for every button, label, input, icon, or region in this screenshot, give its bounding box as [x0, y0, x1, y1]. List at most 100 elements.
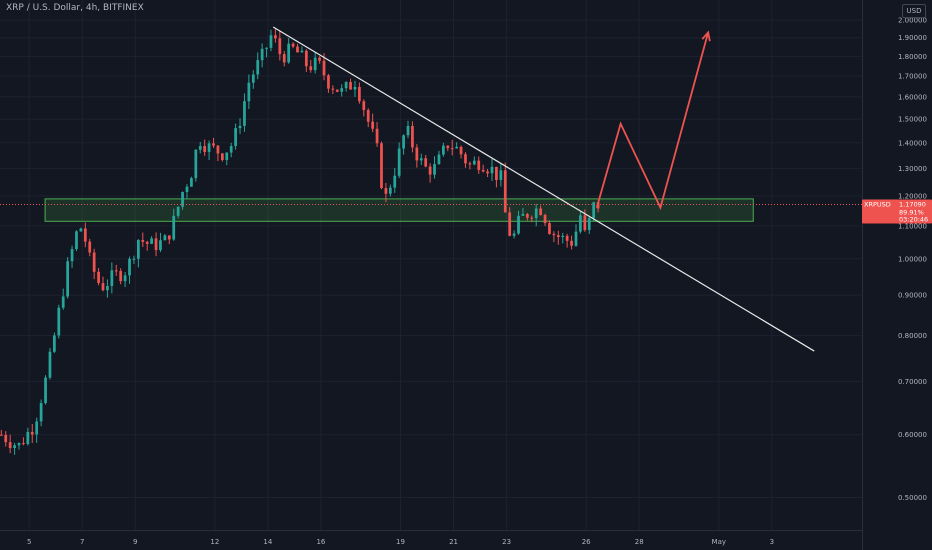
- candle-body: [79, 228, 83, 232]
- candle-body: [176, 206, 180, 216]
- candle-body: [464, 154, 467, 164]
- candle-body: [128, 258, 131, 276]
- trendline-segment: [272, 26, 815, 352]
- price-axis[interactable]: 0.50000 0.60000 0.70000 0.80000 0.90000 1.000…: [862, 0, 932, 550]
- candle-body: [375, 128, 379, 144]
- candle-body: [132, 258, 136, 260]
- candle-body: [30, 431, 34, 435]
- candle-body: [433, 164, 436, 175]
- currency-button[interactable]: USD: [902, 4, 926, 18]
- candle-body: [548, 223, 551, 234]
- candle-body: [243, 101, 246, 126]
- candle-body: [141, 239, 145, 242]
- candle-body: [278, 38, 282, 55]
- price-tag-countdown: 03:20:46: [899, 215, 928, 223]
- date-tick-label: 5: [27, 538, 31, 546]
- candle-body: [424, 158, 428, 167]
- candle-body: [123, 275, 127, 282]
- candle-body: [282, 54, 286, 63]
- candle-body: [490, 166, 494, 174]
- candle-body: [229, 146, 233, 153]
- candle-body: [565, 235, 569, 241]
- candle-body: [114, 270, 118, 272]
- candle-body: [322, 60, 326, 76]
- date-tick-label: 7: [80, 538, 84, 546]
- candle-body: [442, 145, 445, 155]
- candle-body: [508, 212, 512, 236]
- candle-body: [150, 238, 153, 244]
- date-tick-label: 16: [316, 538, 325, 546]
- candle-body: [525, 213, 529, 218]
- candle-body: [521, 213, 525, 216]
- candle-body: [61, 296, 65, 308]
- candle-body: [163, 235, 167, 241]
- date-tick-label: 14: [263, 538, 272, 546]
- candle-body: [539, 208, 542, 215]
- candle-body: [154, 238, 158, 251]
- trendline[interactable]: [272, 26, 815, 352]
- candle-body: [220, 153, 224, 160]
- candle-body: [269, 35, 273, 48]
- time-axis[interactable]: 5 7 9 12 14 16 19 21 23 26 28 May 3: [0, 530, 862, 547]
- date-tick-label: May: [712, 538, 726, 546]
- candle-body: [543, 214, 547, 224]
- candle-body: [349, 82, 352, 90]
- candle-body: [344, 82, 348, 89]
- candle-body: [561, 235, 565, 237]
- price-tick-label: 1.10000: [898, 222, 927, 230]
- candle-body: [225, 152, 229, 160]
- candle-body: [44, 377, 47, 404]
- candle-body: [380, 143, 383, 189]
- candle-body: [66, 261, 70, 297]
- candle-body: [552, 233, 556, 236]
- candle-body: [366, 110, 370, 122]
- grid-lines: [0, 0, 862, 530]
- price-tick-label: 1.20000: [898, 193, 927, 201]
- date-tick-label: 28: [635, 538, 644, 546]
- candlestick-series: [0, 28, 600, 455]
- candle-body: [75, 231, 78, 250]
- candle-body: [318, 57, 321, 61]
- candle-body: [335, 89, 339, 92]
- candle-body: [251, 74, 255, 83]
- candle-body: [353, 87, 357, 90]
- candle-body: [88, 241, 92, 253]
- candle-body: [207, 143, 211, 152]
- chart-title: XRP / U.S. Dollar, 4h, BITFINEX: [6, 3, 144, 13]
- candle-body: [212, 143, 215, 146]
- candle-body: [190, 178, 193, 187]
- candle-body: [419, 158, 423, 161]
- price-tick-label: 1.80000: [898, 53, 927, 61]
- candle-body: [247, 82, 251, 102]
- price-tick-label: 2.00000: [898, 17, 927, 25]
- candle-body: [92, 252, 96, 272]
- price-tag-price: 1.17090: [899, 200, 926, 208]
- projection-line: [595, 32, 710, 211]
- candle-body: [411, 125, 414, 148]
- candle-body: [26, 431, 30, 444]
- candle-body: [8, 442, 12, 449]
- price-tick-label: 1.50000: [898, 116, 927, 124]
- candle-body: [97, 271, 100, 284]
- candle-body: [530, 217, 534, 219]
- candle-body: [159, 240, 162, 251]
- price-tick-label: 1.40000: [898, 139, 927, 147]
- price-tick-label: 1.30000: [898, 165, 927, 173]
- price-tick-label: 0.60000: [898, 431, 927, 439]
- candle-body: [300, 50, 304, 53]
- price-tick-label: 1.70000: [898, 73, 927, 81]
- candle-body: [106, 285, 109, 291]
- candle-body: [512, 233, 516, 236]
- date-tick-label: 26: [582, 538, 591, 546]
- candle-body: [17, 443, 21, 446]
- candle-body: [265, 47, 268, 49]
- candle-body: [579, 215, 582, 232]
- candle-body: [406, 125, 410, 136]
- candle-body: [468, 163, 472, 165]
- date-tick-label: 9: [133, 538, 137, 546]
- date-tick-label: 19: [396, 538, 405, 546]
- candle-body: [234, 128, 237, 147]
- candle-body: [592, 202, 596, 219]
